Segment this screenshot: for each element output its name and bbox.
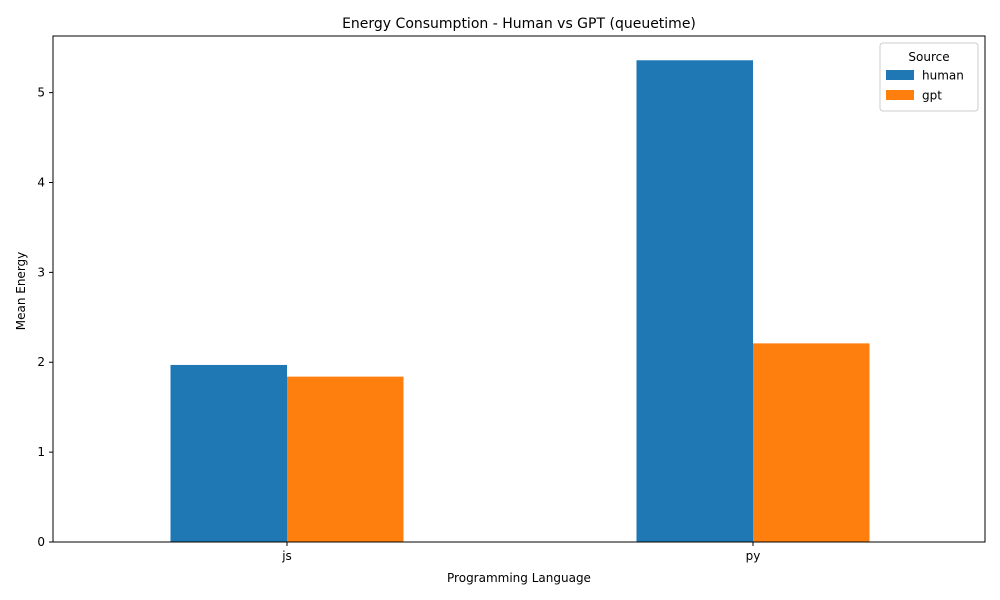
legend-items: human gpt — [886, 69, 964, 103]
bar-gpt-js — [287, 376, 404, 542]
legend: Source human gpt — [879, 42, 979, 112]
legend-title: Source — [908, 50, 949, 64]
y-tick-label: 4 — [37, 175, 45, 189]
y-tick-label: 3 — [37, 265, 45, 279]
ticks-group: 0 1 2 3 4 5 js py — [37, 86, 760, 563]
bar-human-py — [636, 60, 753, 543]
y-tick-label: 0 — [37, 535, 45, 549]
y-tick-label: 1 — [37, 445, 45, 459]
bars-group — [170, 60, 870, 543]
x-tick-label-py: py — [746, 549, 761, 563]
y-tick-label: 2 — [37, 355, 45, 369]
bar-gpt-py — [753, 343, 870, 542]
legend-label-human: human — [922, 69, 964, 83]
bar-human-js — [170, 364, 287, 542]
legend-label-gpt: gpt — [922, 89, 942, 103]
plot-frame — [52, 35, 986, 543]
x-axis-label: Programming Language — [447, 571, 591, 585]
y-tick-label: 5 — [37, 86, 45, 100]
x-tick-label-js: js — [281, 549, 292, 563]
chart-title: Energy Consumption - Human vs GPT (queue… — [342, 16, 696, 32]
y-axis-label: Mean Energy — [14, 252, 28, 331]
legend-swatch-gpt — [886, 90, 914, 100]
legend-swatch-human — [886, 70, 914, 80]
